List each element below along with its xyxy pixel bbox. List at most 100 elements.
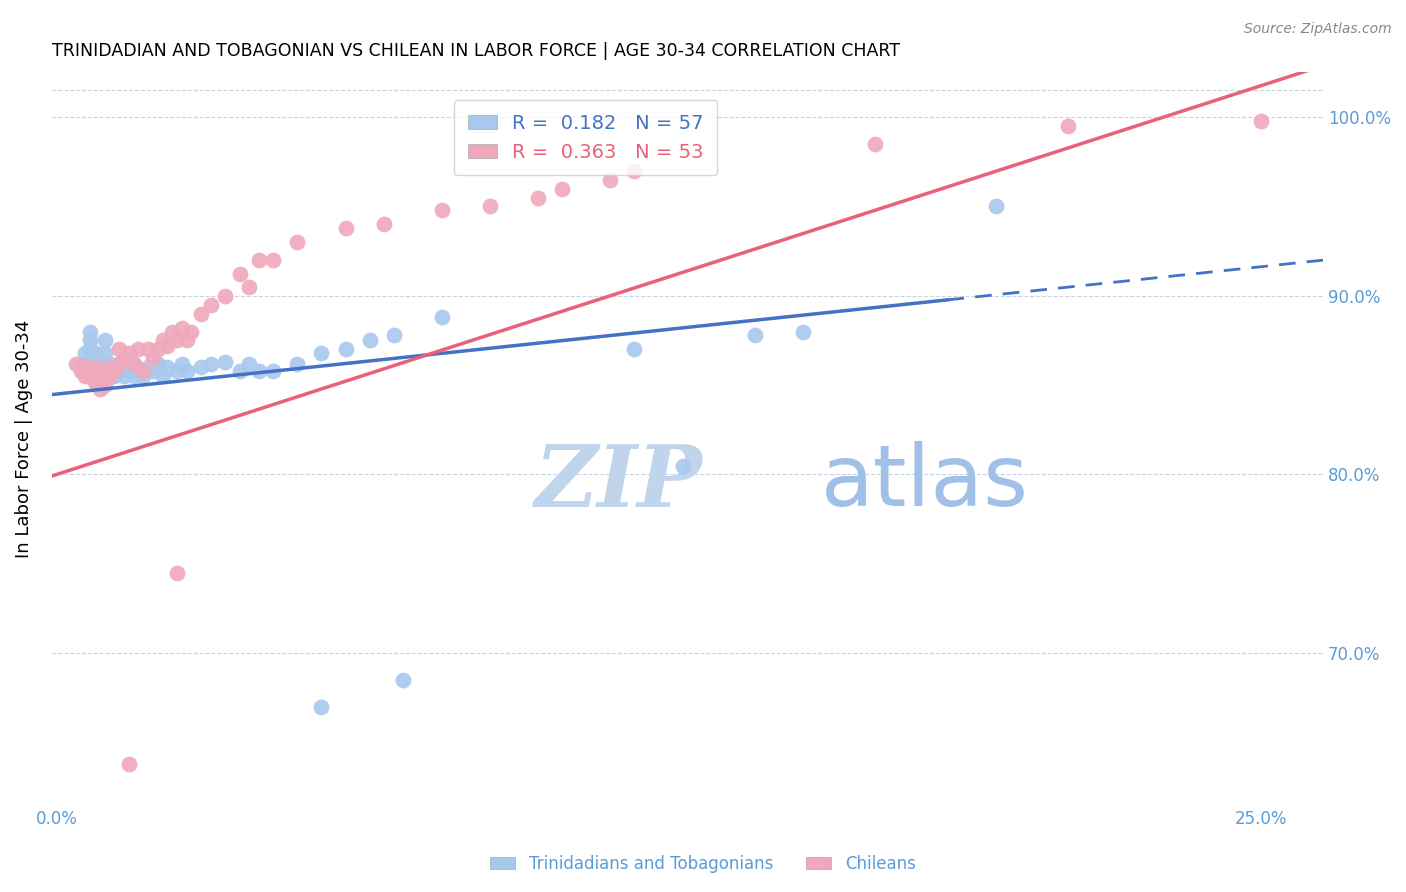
Point	[170, 357, 193, 371]
Point	[228, 268, 250, 282]
Point	[84, 360, 107, 375]
Point	[132, 364, 155, 378]
Point	[112, 357, 135, 371]
Point	[69, 360, 91, 375]
Point	[527, 190, 550, 204]
Point	[262, 253, 284, 268]
Point	[672, 458, 695, 473]
Point	[170, 321, 193, 335]
Point	[127, 364, 149, 378]
Point	[373, 217, 395, 231]
Point	[166, 334, 188, 348]
Legend: Trinidadians and Tobagonians, Chileans: Trinidadians and Tobagonians, Chileans	[484, 848, 922, 880]
Point	[200, 357, 222, 371]
Point	[1250, 113, 1272, 128]
Point	[75, 369, 97, 384]
Point	[112, 369, 135, 384]
Point	[108, 357, 131, 371]
Point	[247, 253, 270, 268]
Point	[89, 369, 111, 384]
Point	[180, 325, 202, 339]
Point	[430, 202, 453, 217]
Point	[190, 307, 212, 321]
Point	[89, 364, 111, 378]
Point	[160, 325, 183, 339]
Point	[122, 357, 145, 371]
Text: TRINIDADIAN AND TOBAGONIAN VS CHILEAN IN LABOR FORCE | AGE 30-34 CORRELATION CHA: TRINIDADIAN AND TOBAGONIAN VS CHILEAN IN…	[52, 42, 900, 60]
Point	[132, 369, 155, 384]
Point	[176, 334, 198, 348]
Point	[122, 357, 145, 371]
Point	[152, 334, 174, 348]
Point	[108, 364, 131, 378]
Point	[93, 378, 115, 392]
Point	[1057, 119, 1080, 133]
Legend: R =  0.182   N = 57, R =  0.363   N = 53: R = 0.182 N = 57, R = 0.363 N = 53	[454, 101, 717, 176]
Point	[89, 369, 111, 384]
Point	[623, 163, 645, 178]
Point	[79, 343, 101, 357]
Point	[382, 328, 405, 343]
Point	[84, 355, 107, 369]
Point	[69, 364, 91, 378]
Point	[75, 357, 97, 371]
Point	[127, 343, 149, 357]
Point	[93, 360, 115, 375]
Point	[98, 369, 121, 384]
Point	[79, 334, 101, 348]
Point	[146, 357, 169, 371]
Point	[623, 343, 645, 357]
Point	[142, 351, 165, 366]
Point	[79, 364, 101, 378]
Point	[262, 364, 284, 378]
Point	[136, 360, 159, 375]
Point	[98, 357, 121, 371]
Point	[93, 346, 115, 360]
Text: Source: ZipAtlas.com: Source: ZipAtlas.com	[1244, 22, 1392, 37]
Point	[118, 346, 141, 360]
Point	[103, 369, 125, 384]
Point	[118, 364, 141, 378]
Point	[93, 357, 115, 371]
Point	[118, 360, 141, 375]
Point	[392, 673, 415, 687]
Point	[228, 364, 250, 378]
Point	[84, 364, 107, 378]
Point	[156, 360, 179, 375]
Point	[430, 310, 453, 325]
Point	[146, 343, 169, 357]
Point	[311, 699, 333, 714]
Y-axis label: In Labor Force | Age 30-34: In Labor Force | Age 30-34	[15, 319, 32, 558]
Point	[152, 369, 174, 384]
Point	[200, 298, 222, 312]
Point	[89, 382, 111, 396]
Text: ZIP: ZIP	[534, 441, 703, 524]
Point	[84, 346, 107, 360]
Point	[238, 280, 260, 294]
Point	[335, 220, 357, 235]
Point	[136, 343, 159, 357]
Point	[359, 334, 381, 348]
Point	[166, 364, 188, 378]
Point	[112, 351, 135, 366]
Point	[214, 355, 236, 369]
Point	[118, 756, 141, 771]
Point	[247, 364, 270, 378]
Point	[79, 369, 101, 384]
Point	[311, 346, 333, 360]
Point	[122, 369, 145, 384]
Point	[285, 357, 308, 371]
Point	[792, 325, 814, 339]
Point	[103, 364, 125, 378]
Point	[335, 343, 357, 357]
Point	[176, 364, 198, 378]
Point	[65, 357, 87, 371]
Point	[108, 357, 131, 371]
Point	[744, 328, 766, 343]
Point	[75, 346, 97, 360]
Point	[98, 360, 121, 375]
Point	[166, 566, 188, 580]
Point	[238, 357, 260, 371]
Point	[142, 364, 165, 378]
Point	[103, 360, 125, 375]
